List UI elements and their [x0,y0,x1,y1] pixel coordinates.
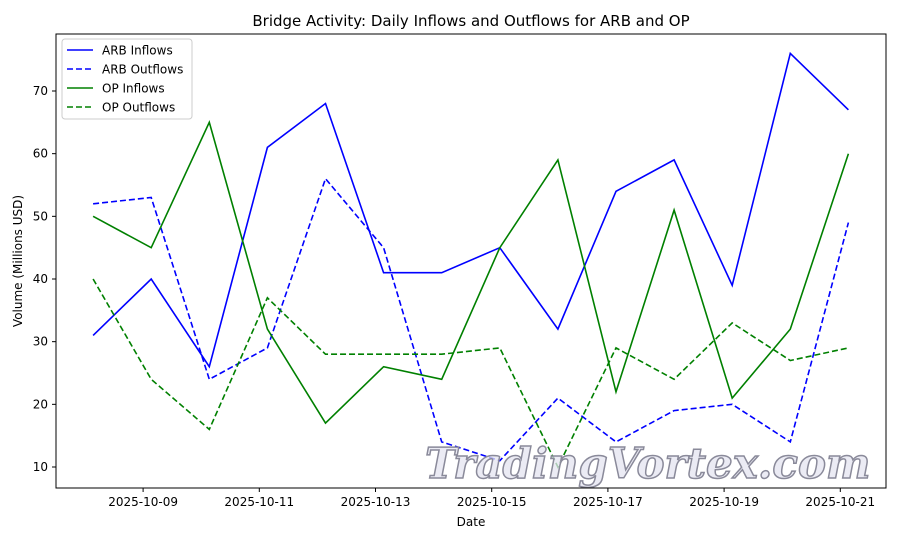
chart-title: Bridge Activity: Daily Inflows and Outfl… [252,12,689,30]
legend-label: ARB Inflows [102,44,173,58]
y-tick-label: 70 [33,84,48,98]
x-tick-label: 2025-10-21 [805,495,875,509]
x-tick-label: 2025-10-19 [689,495,759,509]
x-tick-label: 2025-10-09 [108,495,178,509]
series-line-arb-outflows [93,177,850,462]
series-line-arb-inflows [92,51,849,369]
y-tick-label: 40 [33,272,48,286]
legend-label: OP Outflows [102,101,175,115]
y-tick-label: 50 [33,209,48,223]
x-axis-label: Date [457,515,486,529]
watermark: TradingVortex.com [425,439,870,488]
legend-box [61,38,193,120]
plot-frame [55,33,887,489]
y-tick-label: 20 [33,397,48,411]
y-tick-label: 60 [33,147,48,161]
series-line-op-inflows [92,119,850,425]
x-tick-label: 2025-10-17 [573,495,643,509]
y-tick-label: 30 [33,335,48,349]
y-axis-label: Volume (Millions USD) [11,195,25,327]
legend-label: OP Inflows [102,82,165,96]
series-line-op-outflows [92,278,849,469]
x-tick-label: 2025-10-15 [457,495,527,509]
x-tick-label: 2025-10-13 [341,495,411,509]
legend: ARB Inflows ARB Outflows OP Inflows OP Outf… [61,38,193,120]
x-tick-label: 2025-10-11 [224,495,294,509]
legend-label: ARB Outflows [102,63,183,77]
y-tick-label: 10 [33,460,48,474]
